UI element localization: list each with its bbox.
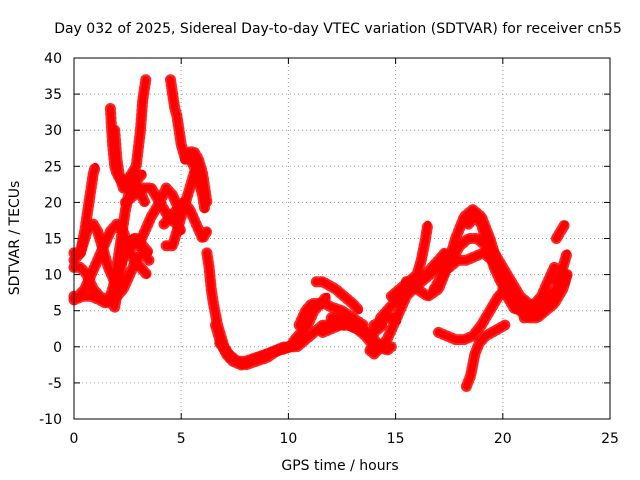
- y-tick-label: -10: [39, 412, 62, 428]
- data-series-markers: [293, 298, 369, 331]
- data-series-markers: [158, 196, 213, 244]
- x-tick-label: 10: [279, 431, 297, 447]
- y-tick-label: 5: [53, 304, 62, 320]
- y-tick-label: 30: [44, 123, 62, 139]
- data-series-markers: [368, 312, 404, 331]
- y-tick-label: 35: [44, 87, 62, 103]
- data-series-markers: [132, 182, 185, 252]
- x-tick-label: 20: [494, 431, 512, 447]
- chart-title: Day 032 of 2025, Sidereal Day-to-day VTE…: [54, 21, 622, 37]
- x-tick-label: 15: [387, 431, 405, 447]
- data-series-markers: [550, 218, 571, 244]
- data-series-markers: [180, 146, 213, 208]
- data-series-markers: [122, 74, 152, 187]
- data-series-markers: [310, 276, 365, 317]
- y-tick-label: 0: [53, 340, 62, 356]
- y-axis-label: SDTVAR / TECUs: [7, 181, 23, 296]
- data-series-markers: [529, 261, 560, 309]
- data-series-markers: [109, 124, 149, 194]
- y-tick-label: 20: [44, 195, 62, 211]
- x-axis-label: GPS time / hours: [281, 458, 398, 474]
- data-series-markers: [68, 160, 101, 259]
- data-series-markers: [460, 319, 511, 392]
- y-tick-label: 15: [44, 232, 62, 248]
- x-tick-label: 5: [177, 431, 186, 447]
- grid-lines: [74, 58, 610, 419]
- data-series-markers: [106, 247, 129, 313]
- y-tick-label: 10: [44, 268, 62, 284]
- data-series: [68, 74, 573, 392]
- x-tick-label: 0: [70, 431, 79, 447]
- y-tick-label: -5: [48, 376, 62, 392]
- data-series-markers: [124, 233, 155, 259]
- plot-frame: [73, 57, 611, 420]
- x-tick-label: 25: [601, 431, 619, 447]
- data-series-markers: [385, 218, 434, 302]
- data-series-markers: [550, 247, 573, 288]
- y-tick-label: 25: [44, 159, 62, 175]
- y-tick-label: 40: [44, 51, 62, 67]
- data-series-markers: [518, 269, 573, 324]
